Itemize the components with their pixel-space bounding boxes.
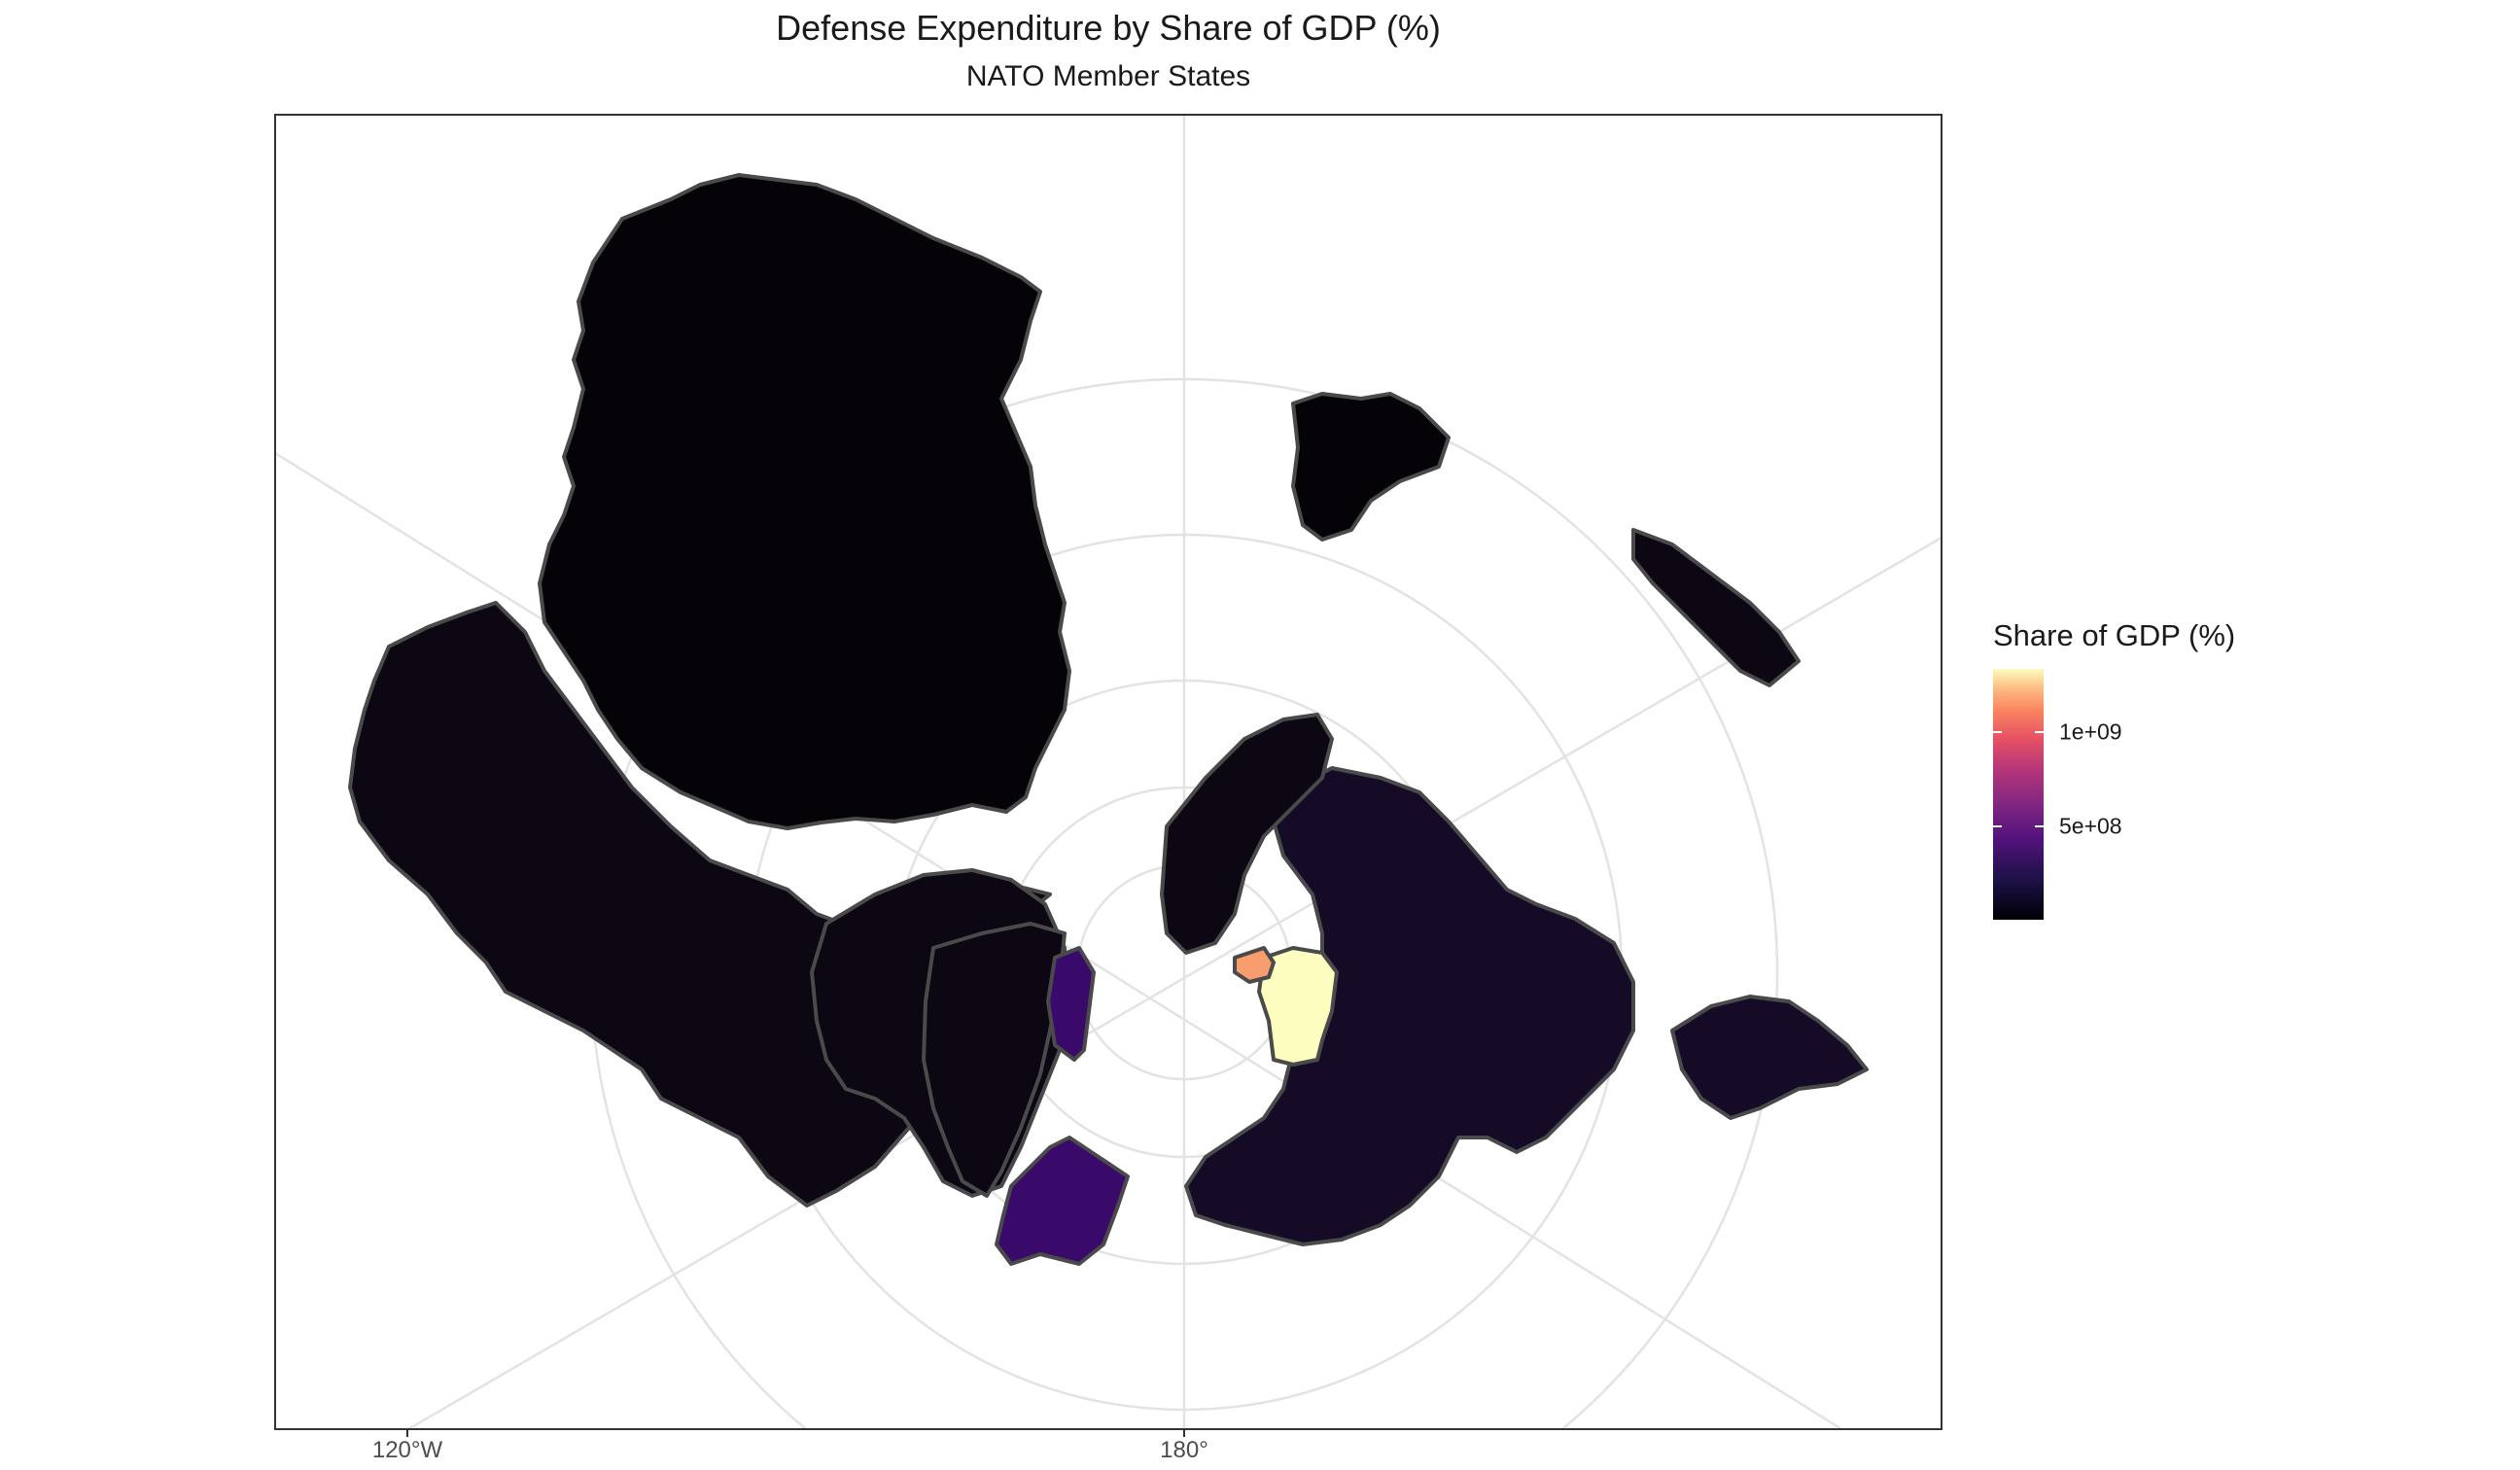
legend-label: 5e+08 bbox=[2059, 813, 2122, 839]
x-tick-label: 120°W bbox=[371, 1437, 443, 1463]
x-tick-label: 180° bbox=[1160, 1437, 1208, 1463]
region-usa bbox=[995, 1136, 1130, 1266]
legend-label: 1e+09 bbox=[2059, 718, 2122, 745]
legend-tick bbox=[1993, 825, 2002, 827]
region-germany bbox=[1257, 946, 1339, 1067]
legend-title: Share of GDP (%) bbox=[1993, 618, 2236, 652]
region-europe bbox=[1160, 713, 1334, 955]
chart-subtitle: NATO Member States bbox=[965, 60, 1251, 92]
region-france bbox=[1233, 946, 1276, 984]
legend-tick bbox=[2035, 825, 2044, 827]
chart-title: Defense Expenditure by Share of GDP (%) bbox=[776, 8, 1441, 48]
countries bbox=[348, 173, 1869, 1266]
legend-tick bbox=[2035, 731, 2044, 733]
legend-colorbar bbox=[1993, 669, 2044, 920]
region-usa-north bbox=[1046, 946, 1096, 1062]
region-svalbard bbox=[1291, 392, 1451, 542]
legend-tick bbox=[1993, 731, 2002, 733]
region-russia-east bbox=[1670, 995, 1869, 1120]
region-alaska bbox=[922, 922, 1067, 1198]
region-islands-east bbox=[1631, 528, 1801, 687]
meridian-line bbox=[407, 536, 1942, 1429]
region-greenland bbox=[538, 173, 1071, 830]
panel-border bbox=[274, 114, 1942, 1430]
